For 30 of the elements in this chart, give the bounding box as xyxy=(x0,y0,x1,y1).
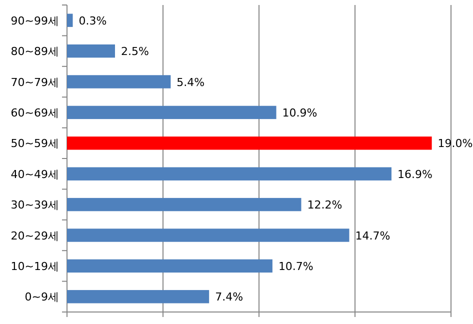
y-tick-label: 0~9세 xyxy=(24,290,59,304)
bar xyxy=(67,167,392,180)
bar xyxy=(67,259,272,273)
y-tick-label: 90~99세 xyxy=(10,14,59,28)
data-label: 14.7% xyxy=(355,229,390,242)
data-label: 0.3% xyxy=(78,14,107,28)
y-tick-label: 70~79세 xyxy=(10,76,59,89)
y-tick-label: 30~39세 xyxy=(10,198,59,212)
bar xyxy=(67,198,302,212)
bar xyxy=(67,75,171,88)
data-label: 7.4% xyxy=(215,290,244,304)
y-tick-label: 60~69세 xyxy=(10,106,59,120)
y-tick-label: 40~49세 xyxy=(10,168,59,181)
bar xyxy=(67,44,115,58)
bar xyxy=(67,14,73,27)
data-label: 16.9% xyxy=(397,168,432,181)
y-tick-label: 20~29세 xyxy=(10,229,59,242)
bar xyxy=(67,136,432,150)
y-tick-label: 50~59세 xyxy=(10,137,59,150)
data-label: 10.7% xyxy=(278,260,314,273)
bar xyxy=(67,290,210,304)
data-label: 2.5% xyxy=(121,45,149,58)
y-tick-label: 80~89세 xyxy=(10,45,59,58)
data-label: 19.0% xyxy=(438,137,473,150)
y-tick-label: 10~19세 xyxy=(10,260,59,273)
data-label: 5.4% xyxy=(176,76,205,89)
bar xyxy=(67,228,350,242)
data-label: 10.9% xyxy=(282,106,318,120)
data-label: 12.2% xyxy=(307,198,342,212)
bar xyxy=(67,106,276,120)
